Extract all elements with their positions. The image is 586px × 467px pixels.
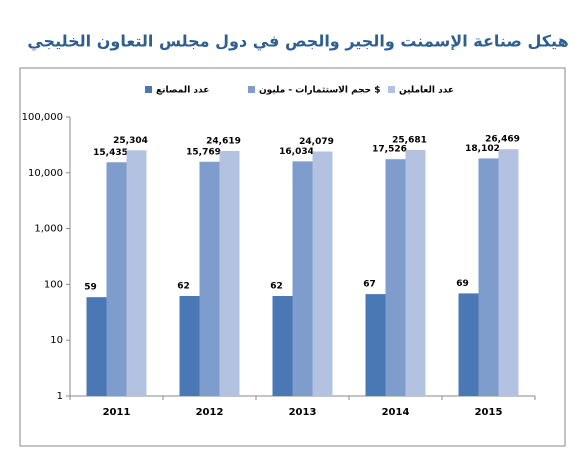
value-label: 24,619	[206, 136, 241, 146]
bar	[312, 151, 333, 396]
y-tick-label: 10,000	[28, 168, 63, 179]
bar	[272, 295, 293, 396]
x-tick-label: 2013	[289, 407, 317, 418]
bar	[219, 150, 240, 396]
value-label: 67	[363, 280, 376, 290]
chart-title: هيكل صناعة الإسمنت والجير والجص في دول م…	[27, 32, 568, 52]
bar	[478, 158, 499, 396]
legend-label: عدد العاملين	[399, 86, 454, 96]
legend-swatch	[145, 86, 152, 93]
x-tick-label: 2014	[382, 407, 410, 418]
y-tick-label: 10	[50, 335, 63, 346]
value-label: 26,469	[485, 135, 520, 145]
x-tick-label: 2012	[196, 407, 224, 418]
value-label: 15,769	[186, 147, 221, 157]
x-tick-label: 2015	[475, 407, 503, 418]
value-label: 25,304	[113, 136, 148, 146]
value-label: 62	[177, 281, 190, 291]
legend-swatch	[388, 86, 395, 93]
bar	[385, 159, 406, 396]
y-tick-label: 1	[57, 391, 63, 402]
bar	[199, 161, 220, 396]
value-label: 16,034	[279, 147, 314, 157]
x-tick-label: 2011	[103, 407, 131, 418]
bar	[86, 297, 107, 396]
legend-label: حجم الاستثمارات - مليون $	[259, 86, 381, 96]
value-label: 15,435	[93, 148, 128, 158]
y-tick-label: 100,000	[22, 112, 63, 123]
value-label: 59	[84, 283, 97, 293]
bar	[106, 162, 127, 396]
value-label: 17,526	[372, 145, 407, 155]
chart-frame	[19, 67, 566, 447]
y-tick-label: 100	[44, 279, 63, 290]
y-tick-label: 1,000	[34, 224, 63, 235]
bar	[405, 149, 426, 396]
bar	[126, 150, 147, 396]
bar	[458, 293, 479, 396]
value-label: 69	[456, 279, 469, 289]
bar	[498, 149, 519, 396]
bar	[365, 294, 386, 396]
bar	[179, 295, 200, 396]
bar	[292, 161, 313, 396]
legend-swatch	[248, 86, 255, 93]
value-label: 18,102	[465, 144, 500, 154]
value-label: 62	[270, 281, 283, 291]
legend-label: عدد المصانع	[156, 86, 209, 96]
value-label: 25,681	[392, 135, 427, 145]
value-label: 24,079	[299, 137, 334, 147]
